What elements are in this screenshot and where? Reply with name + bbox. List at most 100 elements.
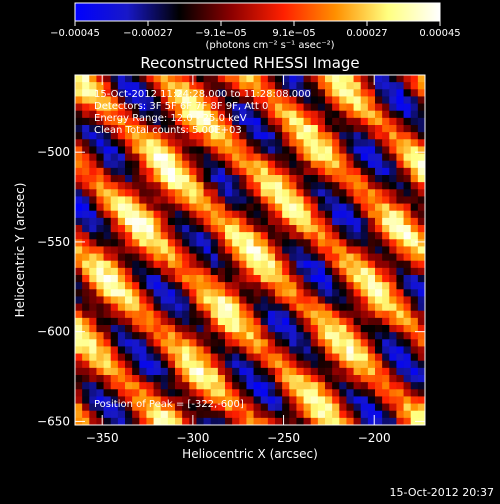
heatmap-cell [167,289,176,297]
heatmap-cell [132,410,140,419]
heatmap-cell [346,275,354,283]
heatmap-cell [296,282,304,290]
heatmap-cell [117,382,126,390]
heatmap-cell [232,225,240,233]
heatmap-cell [389,89,397,97]
heatmap-cell [410,289,419,297]
heatmap-cell [125,189,133,197]
heatmap-cell [225,289,233,297]
heatmap-cell [110,367,119,376]
heatmap-cell [96,246,104,254]
heatmap-cell [239,417,247,425]
heatmap-cell [232,317,240,326]
heatmap-cell [332,75,340,83]
heatmap-cell [203,96,212,104]
heatmap-cell [367,175,376,183]
heatmap-cell [346,303,354,312]
heatmap-cell [153,275,162,283]
heatmap-cell [153,160,162,169]
heatmap-cell [232,246,240,254]
heatmap-cell [275,346,283,354]
heatmap-cell [375,96,383,104]
heatmap-cell [396,175,404,183]
heatmap-cell [82,75,90,83]
heatmap-cell [367,125,376,133]
heatmap-cell [189,389,197,397]
heatmap-cell [232,125,240,133]
heatmap-cell [217,103,226,112]
heatmap-cell [396,189,404,197]
heatmap-cell [346,353,354,362]
heatmap-cell [339,310,347,319]
heatmap-cell [303,289,312,297]
heatmap-cell [346,117,354,126]
heatmap-cell [89,332,97,340]
heatmap-cell [246,175,254,183]
heatmap-cell [160,232,169,240]
x-tick-label: −200 [358,431,391,445]
heatmap-cell [117,267,126,276]
heatmap-cell [267,139,276,147]
heatmap-cell [417,367,425,376]
heatmap-cell [232,189,240,197]
heatmap-cell [175,110,183,119]
heatmap-cell [160,217,169,226]
x-tick-label: −300 [176,431,209,445]
heatmap-cell [196,182,204,190]
heatmap-cell [339,253,347,262]
heatmap-cell [82,267,90,276]
heatmap-cell [367,110,376,119]
heatmap-cell [339,410,347,419]
heatmap-cell [153,167,162,176]
heatmap-cell [182,160,190,169]
heatmap-cell [332,82,340,90]
heatmap-cell [167,282,176,290]
heatmap-cell [253,75,262,83]
heatmap-cell [375,375,383,383]
heatmap-cell [367,103,376,112]
heatmap-cell [153,260,162,269]
heatmap-cell [125,175,133,183]
heatmap-cell [325,139,333,147]
heatmap-cell [417,82,425,90]
heatmap-cell [389,160,397,169]
heatmap-cell [396,275,404,283]
heatmap-cell [103,417,112,425]
heatmap-cell [396,167,404,176]
heatmap-cell [160,117,169,126]
heatmap-cell [282,103,290,112]
heatmap-cell [217,253,226,262]
heatmap-cell [389,417,397,425]
heatmap-cell [339,167,347,176]
heatmap-cell [310,239,319,247]
heatmap-cell [167,203,176,212]
heatmap-cell [317,303,326,312]
plot-frame [74,74,426,426]
heatmap-cell [267,275,276,283]
heatmap-cell [325,146,333,154]
heatmap-cell [189,410,197,419]
heatmap-cell [375,132,383,140]
heatmap-cell [417,310,425,319]
heatmap-cell [332,267,340,276]
heatmap-cell [82,296,90,304]
heatmap-cell [182,132,190,140]
heatmap-cell [160,153,169,162]
heatmap-cell [89,375,97,383]
heatmap-cell [117,417,126,425]
heatmap-cell [82,282,90,290]
heatmap-cell [232,367,240,376]
heatmap-cell [153,153,162,162]
heatmap-cell [253,82,262,90]
heatmap-cell [403,410,412,419]
heatmap-cell [310,217,319,226]
heatmap-cell [225,253,233,262]
heatmap-cell [153,210,162,219]
heatmap-cell [96,382,104,390]
heatmap-cell [225,375,233,383]
heatmap-cell [139,317,147,326]
heatmap-cell [239,325,247,333]
heatmap-cell [260,303,269,312]
heatmap-cell [82,260,90,269]
heatmap-cell [275,175,283,183]
